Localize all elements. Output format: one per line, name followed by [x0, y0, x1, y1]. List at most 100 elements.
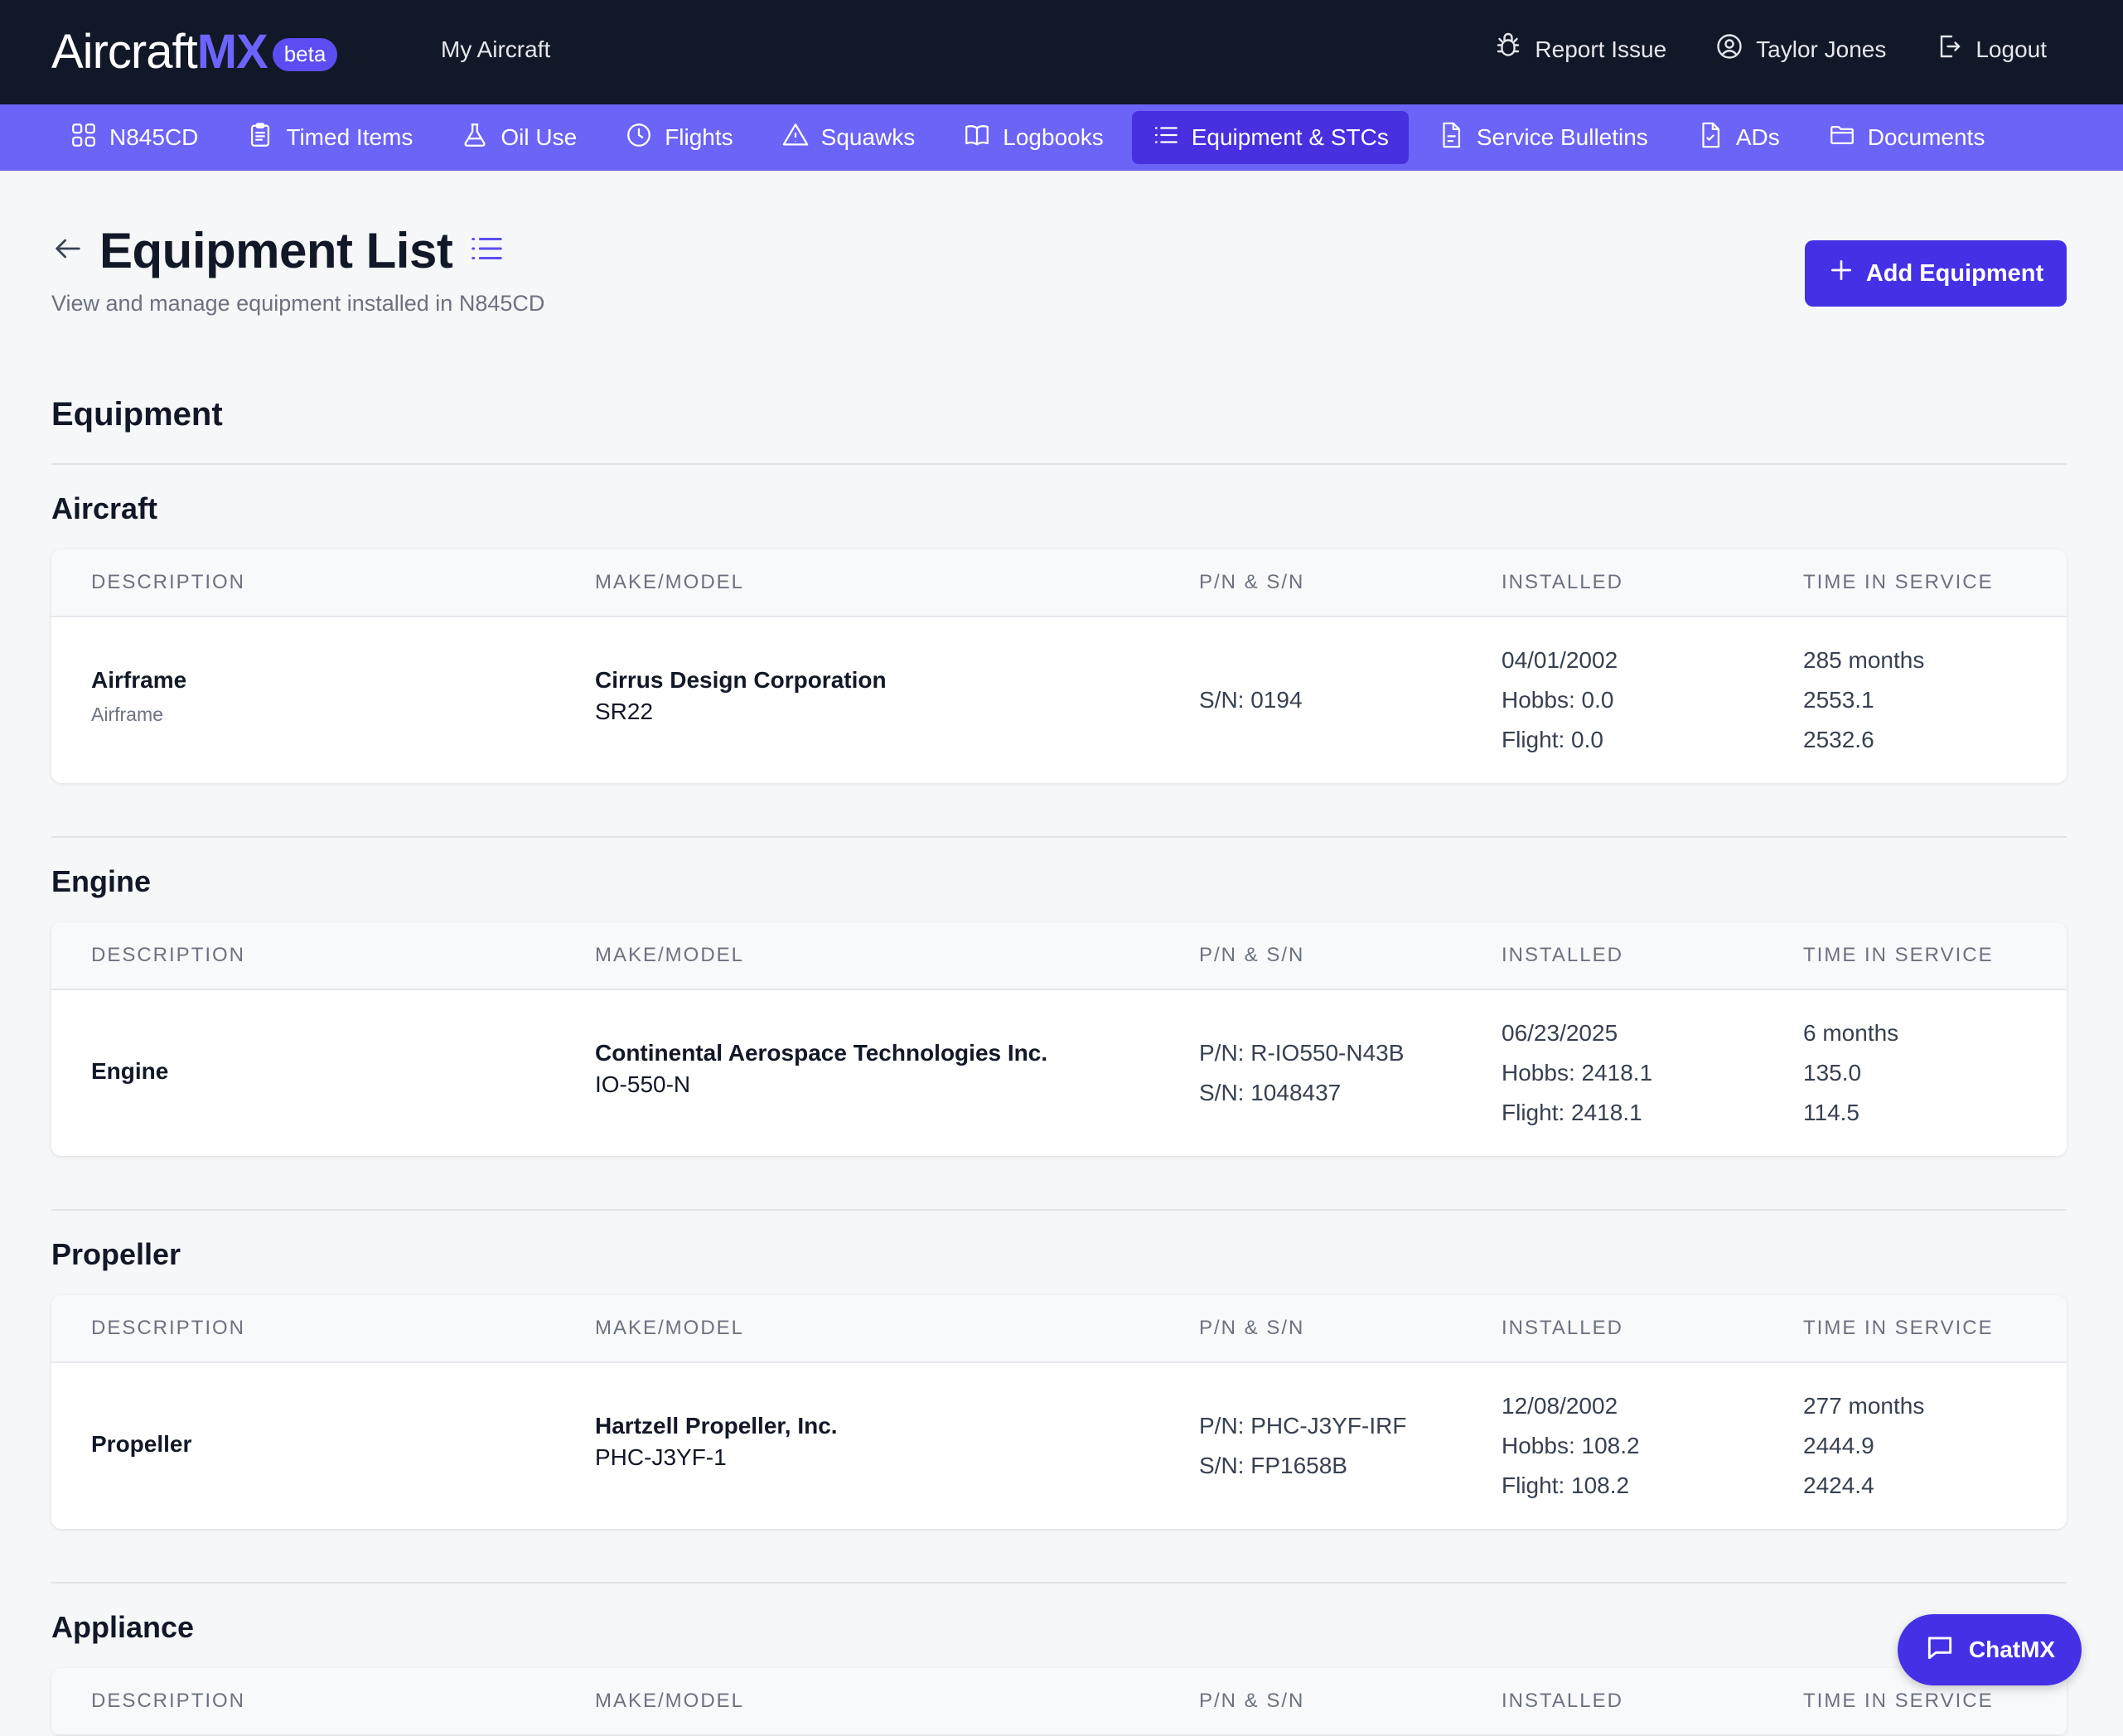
table-row[interactable]: Airframe Airframe Cirrus Design Corporat…	[51, 617, 2067, 783]
table-row[interactable]: Engine Continental Aerospace Technologie…	[51, 990, 2067, 1156]
serial-number: S/N: 1048437	[1199, 1080, 1342, 1105]
tab-label: Oil Use	[501, 124, 578, 150]
beta-badge: beta	[272, 38, 338, 71]
divider	[51, 463, 2067, 465]
column-header: INSTALLED	[1502, 1690, 1623, 1712]
tis-hobbs: 2444.9	[1803, 1433, 1874, 1458]
divider	[51, 1209, 2067, 1211]
section-title: Equipment	[51, 396, 223, 433]
tab-label: Logbooks	[1003, 124, 1104, 150]
chatmx-button[interactable]: ChatMX	[1898, 1614, 2082, 1685]
installed-date: 12/08/2002	[1502, 1393, 1618, 1419]
document-check-icon	[1696, 121, 1724, 155]
tab-logbooks[interactable]: Logbooks	[943, 111, 1123, 164]
model: SR22	[595, 699, 654, 724]
tab-label: Squawks	[820, 124, 916, 150]
list-icon	[467, 230, 505, 272]
column-header: P/N & S/N	[1199, 571, 1305, 593]
tab-equipment-stcs[interactable]: Equipment & STCs	[1131, 111, 1409, 164]
installed-flight: Flight: 2418.1	[1502, 1100, 1642, 1125]
logout-label: Logout	[1976, 36, 2047, 62]
bug-icon	[1493, 31, 1523, 67]
table-header: DESCRIPTION MAKE/MODEL P/N & S/N INSTALL…	[51, 1295, 2067, 1363]
column-header: MAKE/MODEL	[595, 1690, 745, 1712]
column-header: MAKE/MODEL	[595, 1317, 745, 1339]
equipment-table-engine: DESCRIPTION MAKE/MODEL P/N & S/N INSTALL…	[51, 922, 2067, 1156]
table-header: DESCRIPTION MAKE/MODEL P/N & S/N INSTALL…	[51, 549, 2067, 617]
tab-flights[interactable]: Flights	[605, 111, 752, 164]
tab-label: Flights	[665, 124, 733, 150]
user-circle-icon	[1714, 31, 1744, 67]
tab-documents[interactable]: Documents	[1808, 111, 2005, 164]
report-issue-label: Report Issue	[1535, 36, 1667, 62]
add-equipment-button[interactable]: Add Equipment	[1805, 240, 2067, 307]
group-title-propeller: Propeller	[51, 1237, 181, 1271]
plus-icon	[1828, 257, 1855, 290]
tis-months: 277 months	[1803, 1393, 1925, 1419]
folder-icon	[1828, 121, 1856, 155]
user-menu[interactable]: Taylor Jones	[1714, 31, 1886, 67]
column-header: DESCRIPTION	[91, 944, 246, 966]
aircraft-subnav: N845CD Timed Items Oil Use Flights Squaw…	[0, 104, 2123, 171]
book-icon	[963, 121, 991, 155]
column-header: MAKE/MODEL	[595, 944, 745, 966]
installed-hobbs: Hobbs: 108.2	[1502, 1433, 1640, 1458]
clipboard-icon	[246, 121, 274, 155]
document-icon	[1437, 121, 1465, 155]
tis-hobbs: 2553.1	[1803, 687, 1874, 713]
tis-months: 6 months	[1803, 1020, 1899, 1046]
column-header: TIME IN SERVICE	[1803, 944, 1994, 966]
installed-hobbs: Hobbs: 0.0	[1502, 687, 1614, 713]
installed-flight: Flight: 0.0	[1502, 727, 1603, 752]
tis-months: 285 months	[1803, 647, 1925, 673]
column-header: TIME IN SERVICE	[1803, 1317, 1994, 1339]
part-number: P/N: R-IO550-N43B	[1199, 1040, 1405, 1066]
table-header: DESCRIPTION MAKE/MODEL P/N & S/N INSTALL…	[51, 1668, 2067, 1736]
model: IO-550-N	[595, 1071, 691, 1097]
back-arrow-icon[interactable]	[51, 232, 85, 269]
equipment-table-aircraft: DESCRIPTION MAKE/MODEL P/N & S/N INSTALL…	[51, 549, 2067, 783]
add-equipment-label: Add Equipment	[1865, 259, 2044, 287]
group-title-appliance: Appliance	[51, 1610, 195, 1644]
tab-service-bulletins[interactable]: Service Bulletins	[1417, 111, 1668, 164]
top-navbar: Aircraft MX beta My Aircraft Report Issu…	[0, 0, 2123, 104]
column-header: P/N & S/N	[1199, 1690, 1305, 1712]
description: Propeller	[91, 1431, 192, 1457]
tab-ads[interactable]: ADs	[1676, 111, 1800, 164]
serial-number: S/N: FP1658B	[1199, 1453, 1347, 1478]
warning-icon	[781, 121, 810, 155]
tab-squawks[interactable]: Squawks	[762, 111, 936, 164]
logo-mx: MX	[196, 25, 268, 79]
group-title-aircraft: Aircraft	[51, 491, 158, 525]
grid-icon	[70, 121, 98, 155]
my-aircraft-link[interactable]: My Aircraft	[441, 36, 551, 62]
tab-n845cd[interactable]: N845CD	[50, 111, 218, 164]
column-header: INSTALLED	[1502, 571, 1623, 593]
description-sub: Airframe	[91, 704, 163, 725]
app-logo[interactable]: Aircraft MX beta	[51, 25, 338, 80]
column-header: INSTALLED	[1502, 944, 1623, 966]
report-issue-link[interactable]: Report Issue	[1493, 31, 1666, 67]
logo-word: Aircraft	[51, 25, 198, 79]
serial-number: S/N: 0194	[1199, 687, 1303, 713]
make: Continental Aerospace Technologies Inc.	[595, 1040, 1048, 1066]
column-header: P/N & S/N	[1199, 944, 1305, 966]
model: PHC-J3YF-1	[595, 1444, 727, 1470]
equipment-content: Equipment Aircraft DESCRIPTION MAKE/MODE…	[51, 396, 2067, 1736]
tab-oil-use[interactable]: Oil Use	[441, 111, 597, 164]
column-header: INSTALLED	[1502, 1317, 1623, 1339]
make: Cirrus Design Corporation	[595, 667, 887, 693]
clock-icon	[625, 121, 653, 155]
column-header: DESCRIPTION	[91, 571, 246, 593]
column-header: P/N & S/N	[1199, 1317, 1305, 1339]
logout-link[interactable]: Logout	[1934, 31, 2047, 67]
chatmx-label: ChatMX	[1968, 1637, 2056, 1662]
column-header: MAKE/MODEL	[595, 571, 745, 593]
tab-label: Timed Items	[286, 124, 413, 150]
flask-icon	[461, 121, 489, 155]
table-row[interactable]: Propeller Hartzell Propeller, Inc. PHC-J…	[51, 1363, 2067, 1529]
group-title-engine: Engine	[51, 864, 152, 898]
tis-flight: 114.5	[1803, 1100, 1859, 1125]
equipment-table-propeller: DESCRIPTION MAKE/MODEL P/N & S/N INSTALL…	[51, 1295, 2067, 1529]
tab-timed-items[interactable]: Timed Items	[226, 111, 433, 164]
